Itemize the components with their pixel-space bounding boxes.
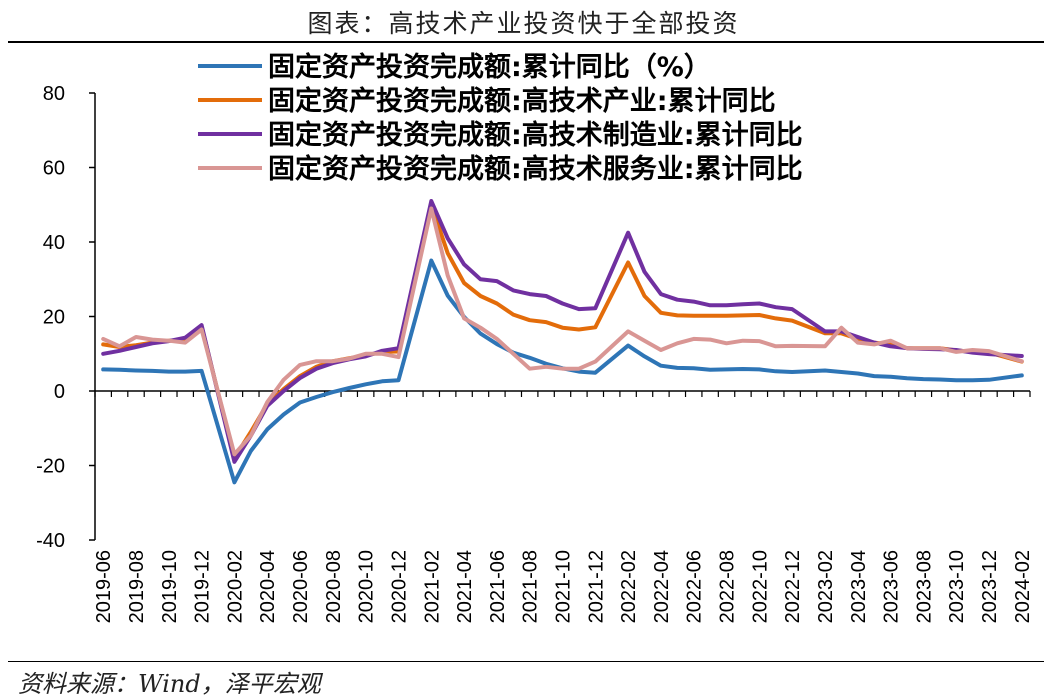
series-layer (101, 199, 1024, 485)
x-tick-label: 2020-06 (290, 550, 312, 623)
x-axis: 2019-06 2019-08 2019-10 2019-12 2020-02 2020-… (93, 390, 1034, 623)
x-tick-label: 2019-10 (159, 550, 181, 623)
y-tick-label: 40 (43, 232, 65, 254)
x-tick-label: 2019-06 (93, 550, 115, 623)
x-tick-label: 2023-12 (979, 550, 1001, 623)
series-line-2 (101, 202, 1024, 461)
x-tick-label: 2022-06 (684, 550, 706, 623)
x-tick-label: 2019-08 (126, 550, 148, 623)
x-tick-label: 2023-08 (913, 550, 935, 623)
x-tick-label: 2021-02 (421, 550, 443, 623)
chart-title: 图表：高技术产业投资快于全部投资 (307, 9, 740, 38)
x-tick-label: 2019-12 (192, 550, 214, 623)
y-tick-label: -40 (36, 530, 65, 552)
bottom-divider (8, 661, 1044, 662)
x-tick-label: 2022-02 (618, 550, 640, 623)
legend-label-3: 固定资产投资完成额:高技术制造业:累计同比 (268, 119, 803, 151)
x-tick-label: 2023-04 (848, 550, 870, 623)
x-tick-label: 2021-04 (454, 550, 476, 623)
x-tick-label: 2021-12 (585, 550, 607, 623)
x-tick-label: 2022-08 (717, 550, 739, 623)
x-tick-label: 2020-02 (224, 550, 246, 623)
x-tick-label: 2022-10 (749, 550, 771, 623)
top-divider (8, 41, 1044, 43)
legend-label-4: 固定资产投资完成额:高技术服务业:累计同比 (268, 153, 803, 185)
x-tick-label: 2022-12 (782, 550, 804, 623)
x-tick-label: 2021-06 (487, 550, 509, 623)
x-tick-label: 2020-04 (257, 550, 279, 623)
x-tick-label: 2021-08 (520, 550, 542, 623)
y-axis: -40 -20 0 20 40 60 80 (36, 83, 96, 552)
x-tick-label: 2022-04 (651, 550, 673, 623)
legend: 固定资产投资完成额:累计同比（%）固定资产投资完成额:高技术产业:累计同比固定资… (198, 51, 803, 185)
y-tick-label: 60 (43, 158, 65, 180)
series-line-4 (101, 206, 1024, 457)
x-tick-label: 2023-06 (881, 550, 903, 623)
legend-label-1: 固定资产投资完成额:累计同比（%） (268, 51, 711, 83)
y-tick-label: 80 (43, 83, 65, 105)
y-tick-label: 20 (43, 307, 65, 329)
x-tick-label: 2020-12 (388, 550, 410, 623)
legend-label-2: 固定资产投资完成额:高技术产业:累计同比 (268, 85, 776, 117)
y-tick-label: 0 (54, 381, 65, 403)
x-tick-label: 2023-02 (815, 550, 837, 623)
x-tick-label: 2021-10 (553, 550, 575, 623)
x-tick-label: 2020-08 (323, 550, 345, 623)
y-tick-label: -20 (36, 456, 65, 478)
x-tick-label: 2023-10 (946, 550, 968, 623)
x-tick-label: 2020-10 (356, 550, 378, 623)
series-line-3 (101, 199, 1024, 464)
source-note: 资料来源：Wind，泽平宏观 (18, 670, 321, 698)
x-tick-label: 2024-02 (1012, 550, 1034, 623)
